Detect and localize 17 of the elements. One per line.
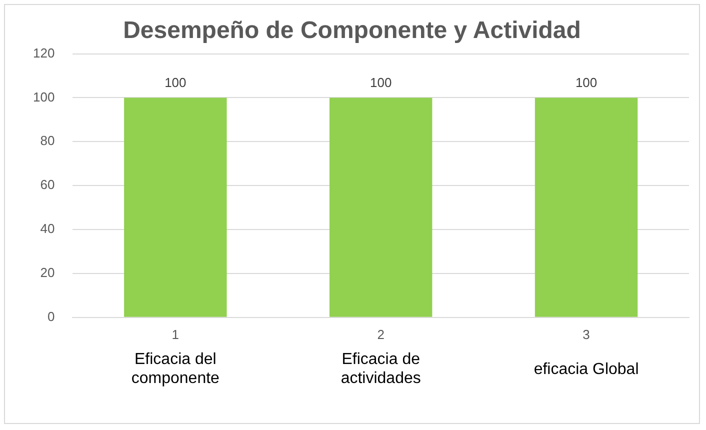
text: Eficacia del componente bbox=[131, 350, 220, 387]
y-tick-label: 40 bbox=[40, 221, 55, 236]
y-tick-label: 120 bbox=[32, 45, 55, 60]
y-tick-label: 20 bbox=[40, 265, 55, 280]
y-tick-label: 100 bbox=[32, 89, 55, 104]
x-tick-label: 2 bbox=[377, 326, 384, 342]
data-label: 100 bbox=[575, 74, 598, 90]
chart-title: Desempeño de Componente y Actividad bbox=[123, 17, 581, 44]
y-tick-label: 0 bbox=[47, 308, 55, 324]
y-tick-label: 80 bbox=[40, 133, 55, 148]
x-tick-label: 3 bbox=[582, 326, 590, 342]
text: Eficacia de actividades bbox=[340, 350, 421, 387]
data-label: 100 bbox=[370, 74, 392, 90]
y-tick-label: 60 bbox=[40, 177, 55, 192]
text: eficacia Global bbox=[534, 360, 639, 378]
data-label: 100 bbox=[164, 74, 186, 90]
x-tick-label: 1 bbox=[172, 326, 180, 342]
